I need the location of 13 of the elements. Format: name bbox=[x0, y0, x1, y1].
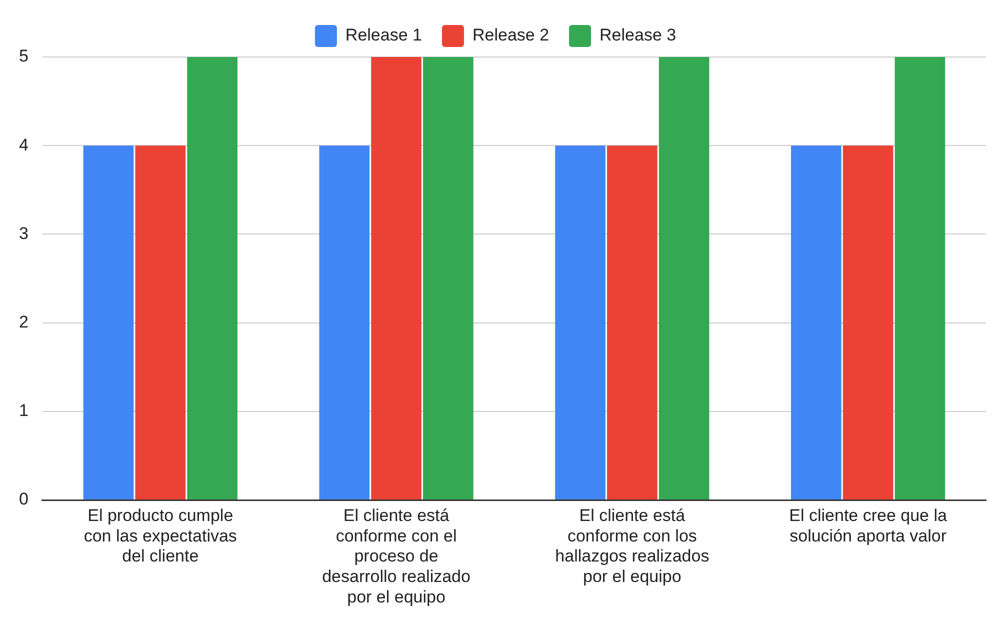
x-tick-label: El cliente está conforme con el proceso de desarrollo realizado por el equipo bbox=[322, 506, 470, 606]
x-tick-label: El producto cumple con las expectativas del cliente bbox=[84, 506, 237, 566]
x-tick-label: El cliente cree que la solución aporta valor bbox=[789, 506, 948, 546]
y-tick-label: 5 bbox=[18, 46, 28, 66]
y-tick-label: 0 bbox=[18, 490, 28, 509]
legend-label: Release 2 bbox=[472, 26, 550, 45]
y-tick-label: 1 bbox=[18, 401, 28, 420]
y-tick-label: 3 bbox=[18, 224, 28, 243]
y-tick-label: 4 bbox=[18, 135, 28, 154]
y-tick-label: 2 bbox=[18, 312, 28, 332]
legend-label: Release 3 bbox=[600, 26, 676, 45]
x-tick-label: El cliente está conforme con los hallazgos realizados por el equipo bbox=[555, 506, 710, 586]
legend-label: Release 1 bbox=[345, 26, 422, 45]
